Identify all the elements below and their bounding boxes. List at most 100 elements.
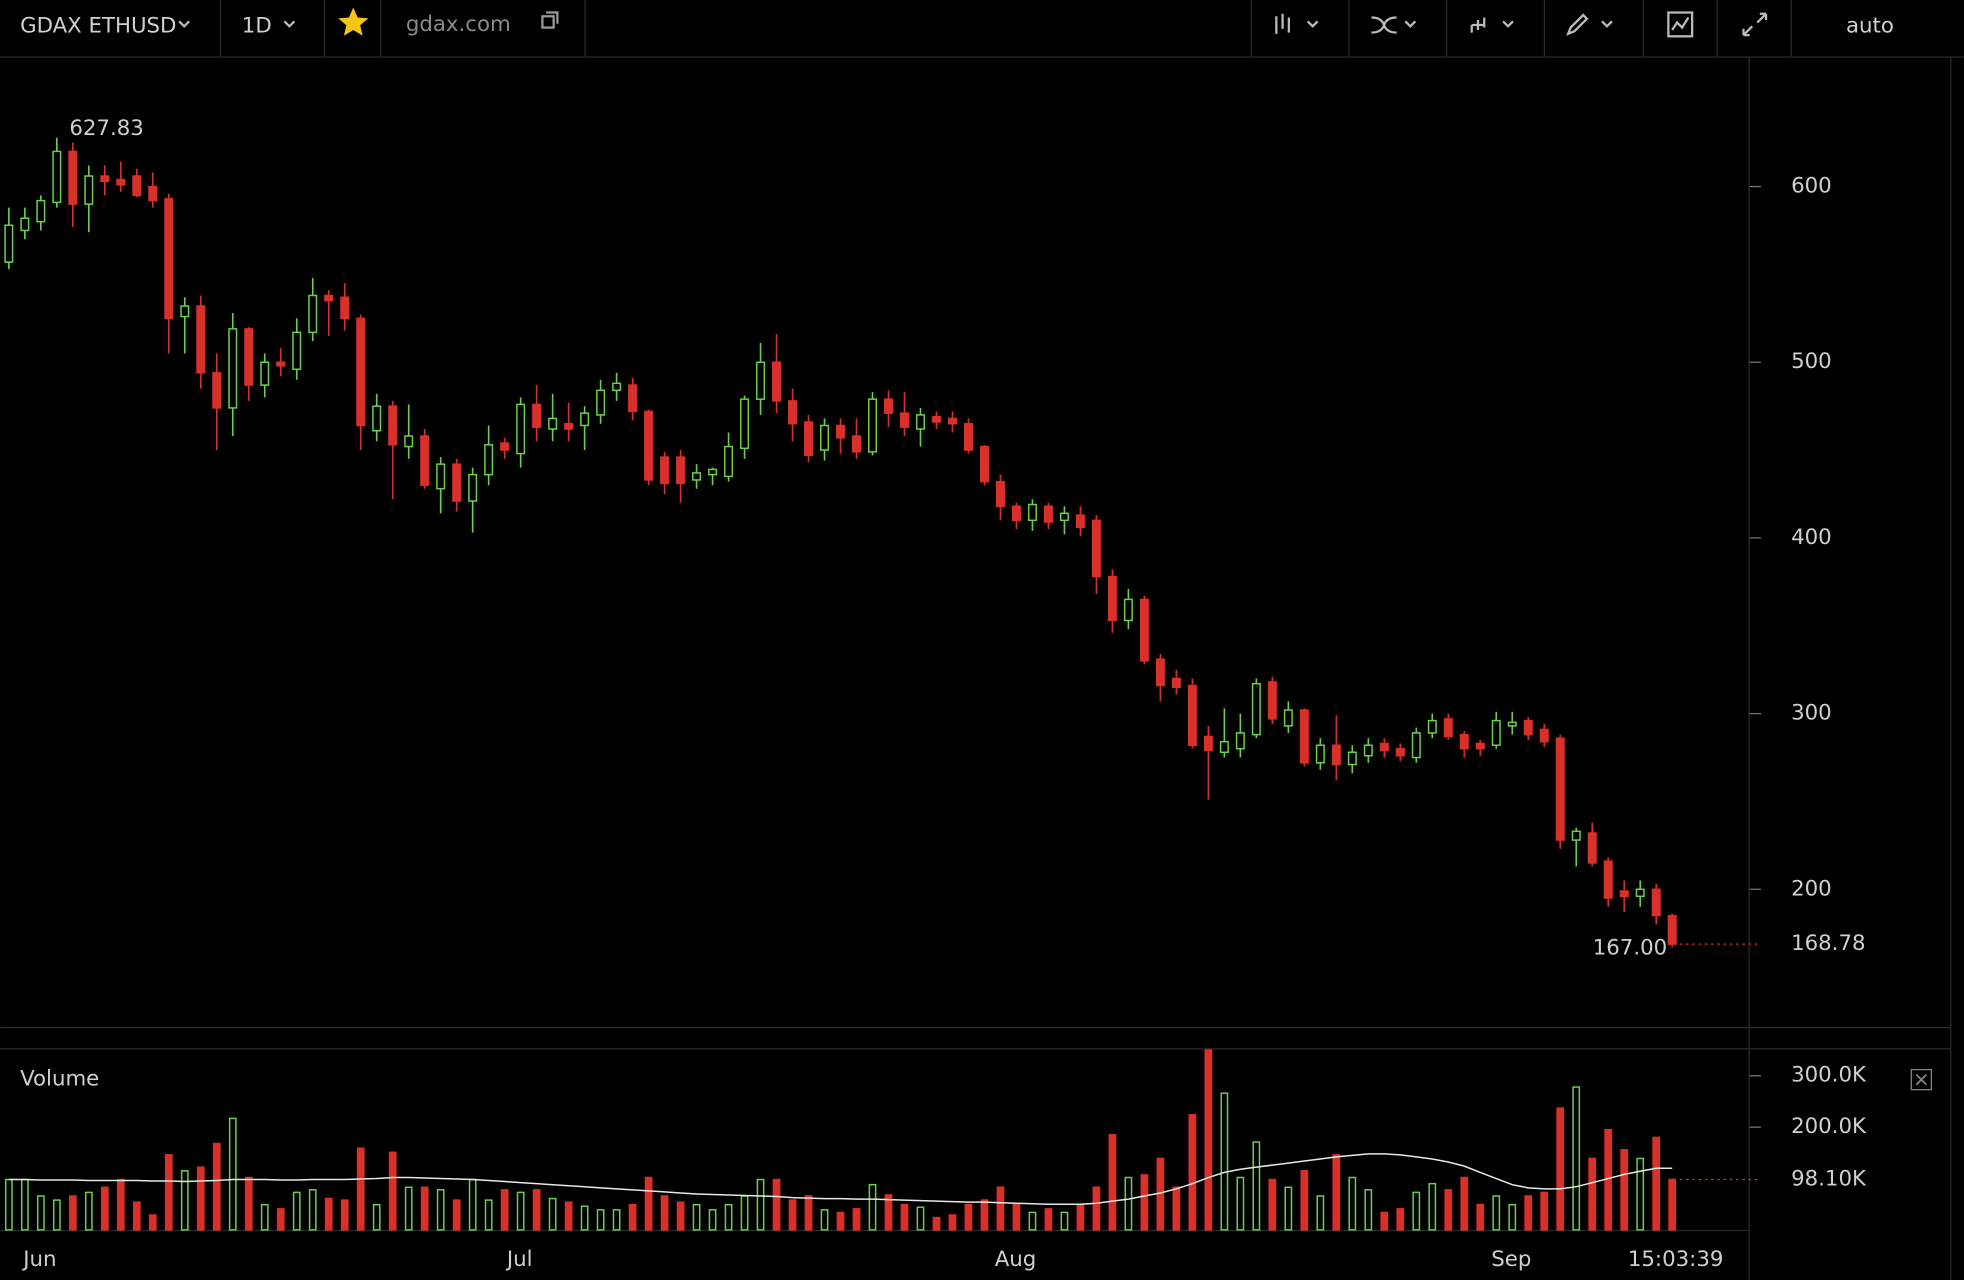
volume-bar xyxy=(1156,1157,1165,1231)
last-volume-label: 98.10K xyxy=(1791,1166,1867,1191)
x-tick-label: Sep xyxy=(1491,1247,1531,1272)
close-x xyxy=(1915,1073,1927,1086)
candle-body xyxy=(164,198,174,320)
volume-bar xyxy=(1108,1134,1117,1231)
volume-bar xyxy=(836,1211,845,1231)
current-time: 15:03:39 xyxy=(1628,1247,1724,1272)
candle-body xyxy=(228,328,238,409)
source-link[interactable]: gdax.com xyxy=(406,12,511,37)
candle-body xyxy=(1363,744,1373,757)
candle-body xyxy=(1299,709,1309,764)
chart-type-button[interactable] xyxy=(1275,13,1319,34)
copy-icon-back xyxy=(546,11,559,24)
candle-body xyxy=(1475,742,1485,750)
candle-body xyxy=(676,456,686,485)
close-pane-button[interactable] xyxy=(1910,1068,1932,1091)
candle-body xyxy=(1411,732,1421,759)
candle-body xyxy=(340,296,350,320)
copy-icon[interactable] xyxy=(541,15,555,29)
candle-body xyxy=(84,175,94,205)
candles-icon xyxy=(1275,13,1290,34)
candle-body xyxy=(260,361,270,386)
toolbar: GDAX ETHUSD 1D gdax.com auto xyxy=(0,0,1964,58)
candle-body xyxy=(692,472,702,481)
candle-body xyxy=(963,422,973,451)
scale-mode[interactable]: auto xyxy=(1846,13,1894,38)
candle-body xyxy=(740,398,750,450)
volume-bar xyxy=(356,1147,365,1231)
volume-bar xyxy=(340,1199,349,1231)
volume-bar xyxy=(1172,1186,1181,1231)
candle-body xyxy=(1603,860,1613,899)
candle-body xyxy=(1651,888,1661,917)
candle-body xyxy=(1219,740,1229,753)
candle-body xyxy=(276,361,286,367)
y-tick-label: 400 xyxy=(1791,525,1832,550)
volume-bar xyxy=(820,1209,829,1231)
candle-body xyxy=(244,328,254,386)
candle-body xyxy=(708,468,718,476)
volume-bar xyxy=(1588,1157,1597,1231)
candle-body xyxy=(36,199,46,223)
volume-bar xyxy=(884,1194,893,1231)
volume-bar xyxy=(1524,1195,1533,1231)
candle-body xyxy=(372,405,382,432)
volume-bar xyxy=(852,1208,861,1231)
volume-bar xyxy=(420,1186,429,1231)
candle-body xyxy=(1203,735,1213,752)
chevron xyxy=(1306,20,1319,28)
volume-bar xyxy=(1204,1049,1213,1231)
indicators-button[interactable] xyxy=(1470,17,1514,33)
candle-body xyxy=(1107,575,1117,622)
fullscreen-button[interactable] xyxy=(1742,12,1768,37)
compare-button[interactable] xyxy=(1371,16,1417,34)
volume-bar xyxy=(1556,1107,1565,1231)
volume-bar xyxy=(1268,1178,1277,1231)
indicator-icon xyxy=(1470,17,1486,33)
volume-bar xyxy=(404,1186,413,1231)
volume-bar xyxy=(1428,1182,1437,1231)
volume-bar xyxy=(276,1208,285,1231)
volume-bar xyxy=(596,1209,605,1231)
volume-bar xyxy=(916,1206,925,1231)
candle-body xyxy=(420,435,430,486)
candle-body xyxy=(1251,682,1261,736)
candle-body xyxy=(212,372,222,409)
y-tick-label: 200 xyxy=(1791,876,1832,901)
volume-bar xyxy=(964,1203,973,1231)
last-price-label: 168.78 xyxy=(1791,931,1865,956)
candle-body xyxy=(1123,598,1133,622)
volume-bar xyxy=(372,1203,381,1231)
volume-bar xyxy=(516,1191,525,1231)
candle-body xyxy=(1331,744,1341,766)
volume-bar xyxy=(68,1195,77,1231)
candle-body xyxy=(1491,719,1501,746)
volume-bar xyxy=(1444,1189,1453,1231)
volume-bar xyxy=(4,1178,13,1231)
chevron xyxy=(1404,20,1417,28)
candle-body xyxy=(148,185,158,202)
candle-body xyxy=(180,305,190,318)
compare-icon xyxy=(1371,16,1397,34)
volume-bar xyxy=(116,1178,125,1231)
screenshot-button[interactable] xyxy=(1667,11,1694,38)
volume-bar xyxy=(708,1209,717,1231)
marks: Jun Jul Aug Sep 200 300 400 500 600 627.83 167.00 1… xyxy=(4,116,1867,1272)
volume-bar xyxy=(1396,1208,1405,1231)
volume-bar xyxy=(1652,1136,1661,1231)
drawing-button[interactable] xyxy=(1566,13,1613,36)
volume-bar xyxy=(1140,1174,1149,1231)
candle-body xyxy=(1155,658,1165,687)
volume-bar xyxy=(1668,1178,1677,1231)
volume-bar xyxy=(1540,1191,1549,1231)
candle-body xyxy=(100,175,110,183)
symbol-selector[interactable]: GDAX ETHUSD xyxy=(20,13,176,38)
volume-bar xyxy=(996,1186,1005,1231)
candle-body xyxy=(1283,709,1293,727)
interval-selector[interactable]: 1D xyxy=(242,13,272,38)
volume-bar xyxy=(1076,1203,1085,1231)
volume-bar xyxy=(388,1151,397,1231)
candle-body xyxy=(1539,728,1549,743)
favorite-star[interactable] xyxy=(338,7,369,36)
